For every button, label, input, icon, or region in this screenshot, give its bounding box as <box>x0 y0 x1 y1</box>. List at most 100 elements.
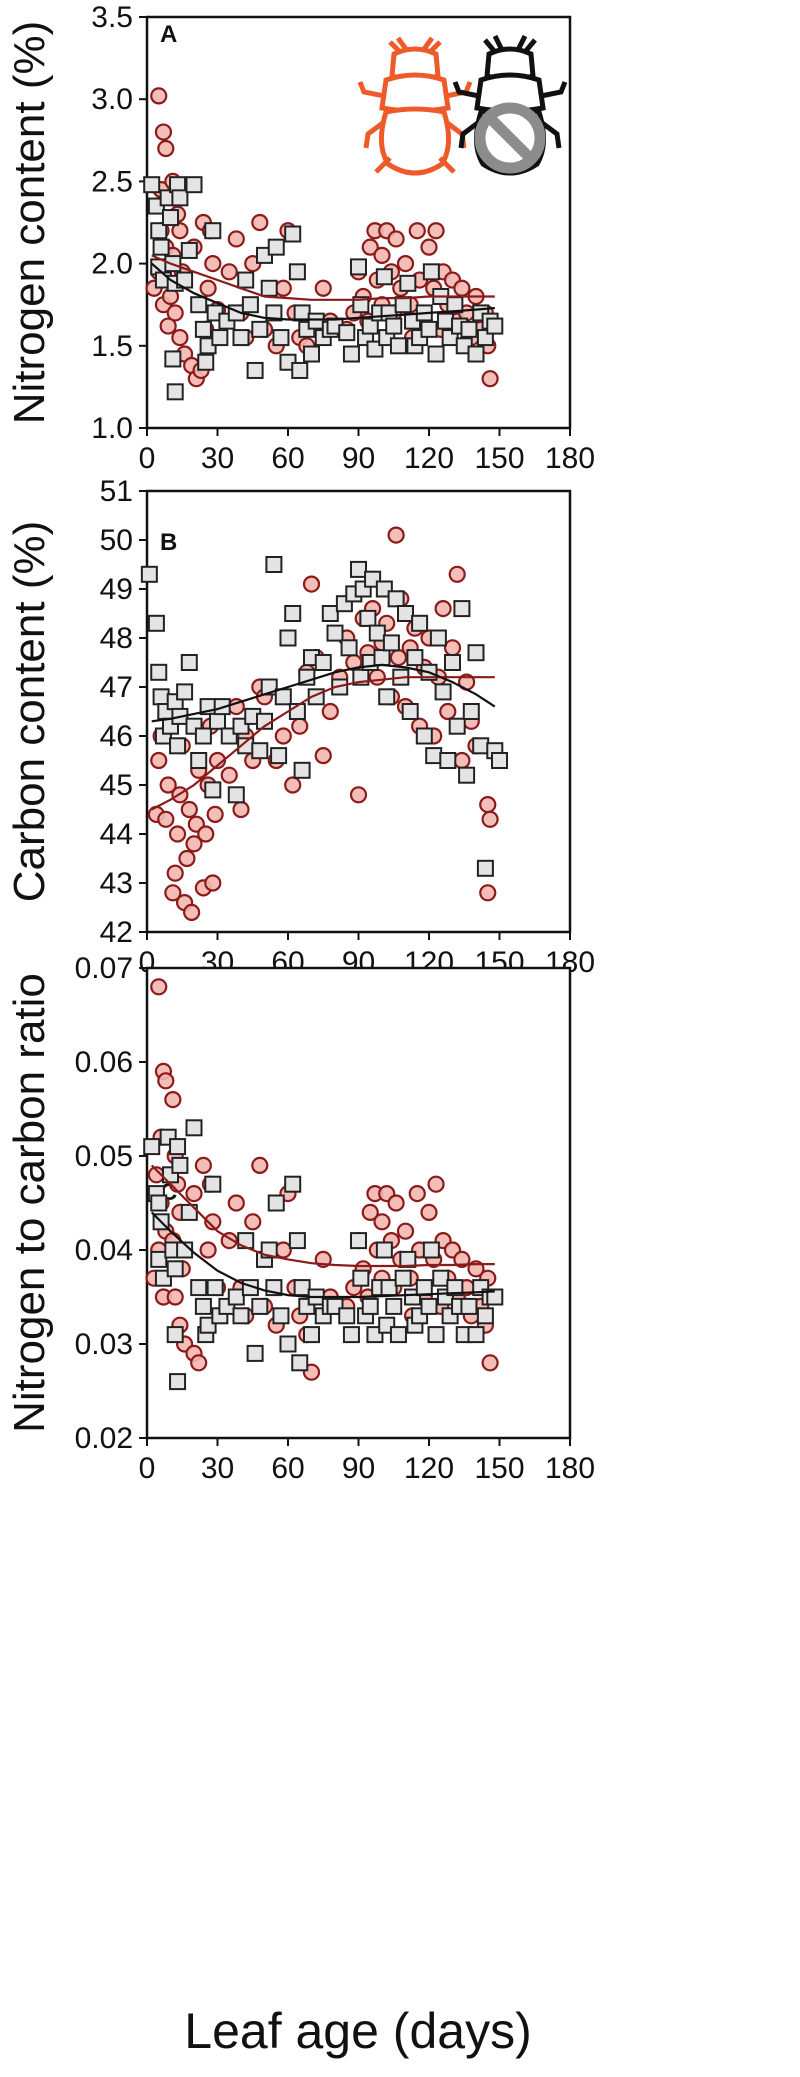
data-point-circle <box>373 246 391 264</box>
beetle-thorax <box>379 72 451 114</box>
data-point-square <box>303 345 320 363</box>
data-point-square <box>143 176 161 194</box>
data-point-square <box>375 1241 393 1259</box>
y-axis-label: Nitrogen to carbon ratio <box>5 973 54 1433</box>
data-point-square <box>291 1354 309 1372</box>
data-point-square <box>284 605 302 622</box>
fit-line-circles <box>151 254 495 301</box>
y-tick-label: 50 <box>100 524 133 557</box>
y-tick-label: 0.07 <box>75 952 133 985</box>
data-point-circle <box>274 727 292 745</box>
x-tick-label: 90 <box>342 442 375 475</box>
y-tick-label: 46 <box>100 720 133 753</box>
data-point-square <box>460 320 478 338</box>
data-point-square <box>267 1194 285 1212</box>
data-point-circle <box>453 1250 471 1269</box>
data-point-square <box>338 324 356 342</box>
data-point-circle <box>420 1203 438 1222</box>
data-point-square <box>279 1335 297 1353</box>
data-point-square <box>171 1156 189 1174</box>
data-point-circle <box>408 222 426 240</box>
data-point-circle <box>427 222 445 240</box>
data-point-square <box>237 271 255 289</box>
data-point-square <box>422 1241 440 1259</box>
data-point-circle <box>368 668 386 686</box>
data-point-circle <box>314 279 332 297</box>
y-tick-label: 43 <box>100 867 133 900</box>
data-point-square <box>232 329 250 347</box>
x-axis-label: Leaf age (days) <box>184 2003 531 2059</box>
data-point-square <box>143 1138 161 1156</box>
data-point-circle <box>251 213 269 232</box>
panel-letter: A <box>160 21 177 48</box>
data-point-square <box>361 317 379 335</box>
data-point-square <box>415 1279 433 1297</box>
fit-line-squares <box>150 262 495 321</box>
data-point-square <box>373 649 391 667</box>
data-point-square <box>166 1326 184 1344</box>
data-point-circle <box>453 279 471 297</box>
data-point-square <box>241 296 259 314</box>
y-tick-label: 2.5 <box>91 165 133 198</box>
data-point-circle <box>171 328 189 347</box>
data-point-square <box>460 1297 478 1315</box>
data-point-square <box>176 683 194 701</box>
data-point-circle <box>274 279 292 297</box>
data-point-circle <box>204 255 222 273</box>
y-tick-label: 42 <box>100 916 133 949</box>
data-point-circle <box>159 317 177 335</box>
data-point-square <box>169 1138 187 1156</box>
data-point-square <box>288 1232 306 1250</box>
data-point-square <box>204 1175 222 1193</box>
y-tick-label: 1.0 <box>91 412 133 445</box>
data-point-square <box>467 345 485 363</box>
data-point-square <box>385 317 403 335</box>
data-point-square <box>152 688 170 706</box>
data-point-square <box>458 766 476 784</box>
data-point-circle <box>227 1194 245 1212</box>
y-tick-label: 45 <box>100 769 133 802</box>
y-tick-label: 1.5 <box>91 330 133 363</box>
data-point-square <box>190 1279 208 1297</box>
data-point-circle <box>166 1288 184 1306</box>
data-point-circle <box>420 238 438 256</box>
data-point-circle <box>349 786 368 804</box>
y-axis-label: Nitrogen content (%) <box>5 21 54 425</box>
y-tick-label: 0.04 <box>75 1234 133 1267</box>
data-point-square <box>350 1232 367 1250</box>
data-point-square <box>394 1269 412 1287</box>
beetle-legs <box>452 81 568 149</box>
data-point-square <box>190 752 208 769</box>
data-point-square <box>190 296 208 314</box>
data-point-square <box>150 663 168 681</box>
data-point-square <box>274 688 292 706</box>
data-point-square <box>206 1279 224 1297</box>
data-point-circle <box>448 565 466 583</box>
data-point-square <box>352 296 370 314</box>
data-point-square <box>427 345 445 363</box>
x-tick-label: 30 <box>201 1452 234 1485</box>
data-point-square <box>232 1307 250 1325</box>
data-point-square <box>420 320 438 338</box>
data-point-square <box>467 644 485 662</box>
data-point-circle <box>157 139 175 158</box>
data-point-square <box>340 639 358 657</box>
beetle-antennae <box>483 34 537 54</box>
fit-line-circles <box>150 1164 495 1268</box>
data-point-circle <box>164 884 182 902</box>
data-point-square <box>169 1373 187 1391</box>
data-point-square <box>394 296 412 314</box>
data-point-square <box>378 688 396 706</box>
data-point-square <box>342 345 360 363</box>
data-point-circle <box>314 746 332 765</box>
data-point-square <box>486 1288 504 1306</box>
data-point-square <box>140 565 158 583</box>
data-point-circle <box>154 123 173 141</box>
x-tick-label: 180 <box>545 442 595 475</box>
data-point-square <box>194 727 212 745</box>
beetle-abdomen <box>379 106 451 176</box>
data-point-square <box>147 614 165 632</box>
data-point-circle <box>387 230 405 248</box>
data-point-square <box>350 258 367 276</box>
